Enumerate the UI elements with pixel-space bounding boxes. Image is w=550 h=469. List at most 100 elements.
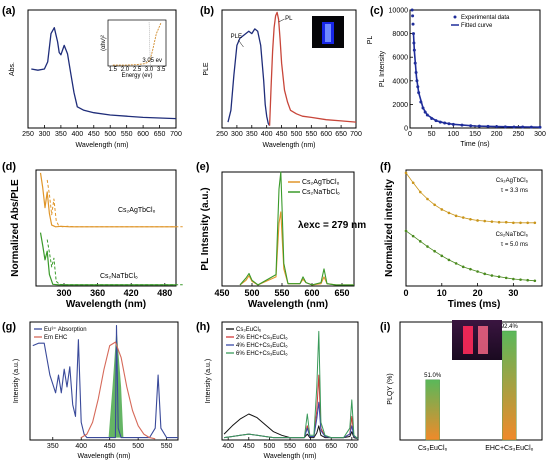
x-tick-label: 500 <box>244 288 259 298</box>
series-line-ple <box>227 28 271 126</box>
x-tick-label: 350 <box>47 443 59 450</box>
legend-marker-experimental <box>453 15 457 19</box>
decay-point-0 <box>533 221 537 225</box>
panel-label: (d) <box>2 161 16 173</box>
x-axis-label: Wavelength (nm) <box>66 299 146 310</box>
experimental-point <box>411 22 415 26</box>
panel-g-absorption-emission-chart: (g) 350 400 450 500 550 Wavelength (nm) Intensi… <box>2 321 179 460</box>
x-tick-label: 700 <box>346 443 358 450</box>
y-axis-label: Normalized intensity <box>384 179 395 277</box>
fitted-curve <box>412 33 541 128</box>
inset-annotation: 3.05 ev <box>142 58 162 64</box>
panel-h-intensity-chart: (h) 400 450 500 550 600 650 700 Wavelength (nm) I… <box>196 321 359 460</box>
inset-x-tick-label: 3.0 <box>145 67 154 73</box>
x-tick-label: 20 <box>473 288 483 298</box>
x-tick-label: 600 <box>320 131 332 138</box>
sample-glow-core <box>325 24 331 42</box>
lifetime-ag: τ = 3.3 ms <box>501 188 528 194</box>
x-tick-label: 350 <box>55 131 67 138</box>
x-tick-label: 500 <box>104 131 116 138</box>
legend-label-0: Cs₂AgTbCl₆ <box>302 179 340 186</box>
x-tick-label: 550 <box>121 131 133 138</box>
x-tick-label: 650 <box>325 443 337 450</box>
x-axis-label: Times (ms) <box>448 299 501 310</box>
panel-label: (c) <box>370 5 384 17</box>
x-tick-label: 450 <box>214 288 229 298</box>
x-tick-label: 700 <box>350 131 362 138</box>
x-axis-label: Wavelength (nm) <box>263 453 316 460</box>
absorption-curve <box>31 27 177 120</box>
panel-c-pl-decay-chart: (c) 0 50 100 150 200 250 300 0 2000 4000 6000 8000 10… <box>367 5 546 148</box>
series-dashed-1 <box>46 239 183 286</box>
panel-b-ple-pl-chart: (b) 250 300 350 400 450 500 550 600 650 700 Wavelen… <box>200 5 362 149</box>
legend-label-1: 2% EHC+Cs₃EuCl₆ <box>236 335 288 341</box>
sample-vial-right <box>478 326 488 354</box>
y-axis-outer-label: PL <box>367 36 374 45</box>
bar-1 <box>502 330 517 441</box>
series-label-ag: Cs₂AgTbCl₆ <box>496 178 529 184</box>
x-tick-label: 400 <box>261 131 273 138</box>
y-tick-label: 2000 <box>392 102 408 109</box>
legend-label-1: Em EHC <box>44 335 68 341</box>
bar-category-label-1: EHC+Cs₃EuCl₆ <box>485 445 533 452</box>
inset-x-tick-label: 1.5 <box>109 67 118 73</box>
x-axis-label: Wavelength (nm) <box>75 142 128 149</box>
x-tick-label: 400 <box>222 443 234 450</box>
x-tick-label: 300 <box>56 288 71 298</box>
x-tick-label: 30 <box>508 288 518 298</box>
series-line-3 <box>224 330 359 440</box>
x-tick-label: 300 <box>231 131 243 138</box>
x-tick-label: 250 <box>512 131 524 138</box>
ple-pointer <box>238 39 244 48</box>
y-tick-label: 6000 <box>392 55 408 62</box>
x-tick-label: 250 <box>216 131 228 138</box>
legend-label-fitted: Fitted curve <box>461 23 493 29</box>
x-tick-label: 10 <box>437 288 447 298</box>
bar-category-label-0: Cs₃EuCl₆ <box>418 445 448 452</box>
x-axis-label: Wavelength (nm) <box>77 453 130 460</box>
x-tick-label: 480 <box>157 288 172 298</box>
x-tick-label: 500 <box>291 131 303 138</box>
inset-curve <box>112 22 162 66</box>
series-dashed-0 <box>46 179 183 228</box>
y-axis-label: Intensity (a.u.) <box>205 359 212 403</box>
panel-label: (b) <box>200 5 214 17</box>
x-tick-label: 500 <box>132 443 144 450</box>
pl-pointer <box>278 18 285 23</box>
panel-label: (g) <box>2 321 16 333</box>
bar-value-label-1: 92.4% <box>501 324 519 330</box>
x-tick-label: 550 <box>305 131 317 138</box>
y-tick-label: 8000 <box>392 31 408 38</box>
bar-value-label-0: 51.0% <box>424 373 442 379</box>
panel-e-pl-intensity-chart: (e) 450 500 550 600 650 Wavelength (nm) PL Ints… <box>196 161 366 310</box>
x-tick-label: 550 <box>284 443 296 450</box>
series-line-1 <box>80 341 156 440</box>
x-tick-label: 300 <box>39 131 51 138</box>
legend-label-3: 6% EHC+Cs₃EuCl₆ <box>236 351 288 357</box>
panel-i-plqy-bar-chart: (i) PLQY (%) 51.0% Cs₃EuCl₆ 92.4% EHC+Cs₃EuCl… <box>380 320 543 452</box>
panel-label: (i) <box>380 321 391 333</box>
inset-frame <box>107 19 167 67</box>
y-axis-label: Abs. <box>9 62 16 76</box>
panel-label: (f) <box>380 161 391 173</box>
x-tick-label: 550 <box>161 443 173 450</box>
x-tick-label: 450 <box>243 443 255 450</box>
legend-label-0: Eu³⁺ Absorption <box>44 326 87 333</box>
x-tick-label: 450 <box>88 131 100 138</box>
y-tick-label: 10000 <box>389 8 409 15</box>
y-axis-label: PLE <box>203 62 210 76</box>
x-tick-label: 400 <box>75 443 87 450</box>
inset-y-axis-label: (αhν)² <box>101 35 107 51</box>
x-tick-label: 0 <box>408 131 412 138</box>
x-tick-label: 600 <box>137 131 149 138</box>
x-tick-label: 600 <box>305 443 317 450</box>
x-tick-label: 350 <box>246 131 258 138</box>
plot-frame <box>27 9 177 129</box>
y-tick-label: 4000 <box>392 78 408 85</box>
x-tick-label: 600 <box>304 288 319 298</box>
experimental-point <box>411 14 415 18</box>
sample-vial-left <box>463 326 473 354</box>
x-tick-label: 450 <box>104 443 116 450</box>
panel-label: (a) <box>2 5 16 17</box>
